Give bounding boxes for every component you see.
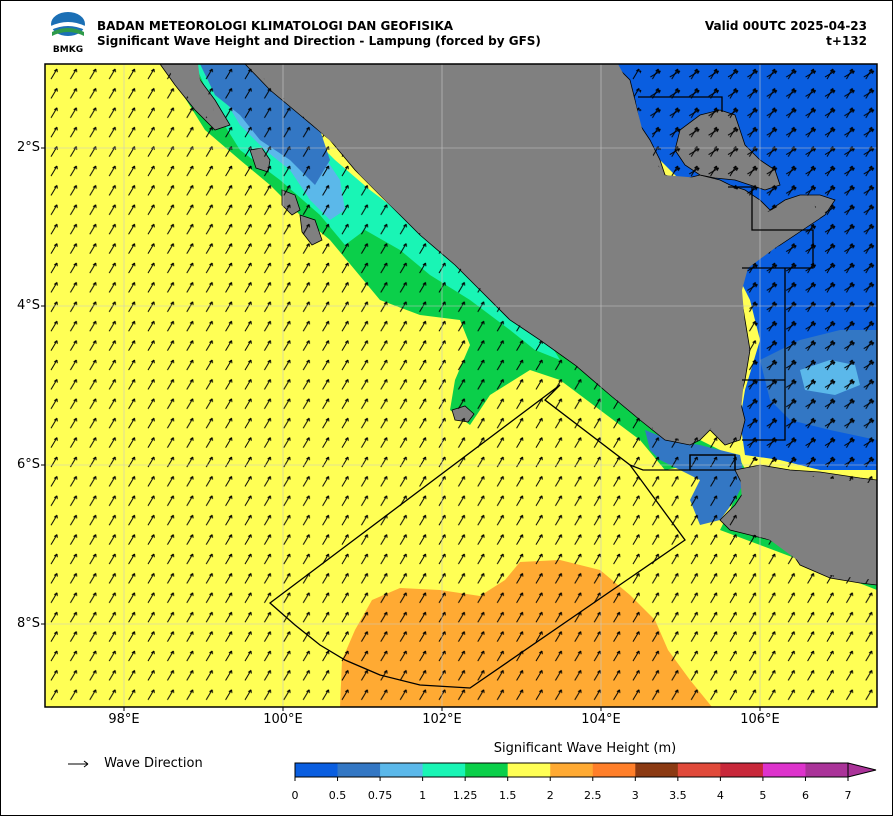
colorbar-tick-label: 7 [844, 789, 852, 802]
colorbar-segment [337, 763, 381, 777]
sunda-zone-outline [689, 454, 736, 471]
direction-legend-arrow [68, 760, 89, 768]
colorbar-tick-label: 3.5 [669, 789, 687, 802]
colorbar-tick-label: 2.5 [584, 789, 602, 802]
colorbar-tick-label: 1.25 [452, 789, 478, 802]
lampung-zone-outline [268, 384, 686, 689]
land-sumatra-mask [250, 64, 820, 440]
valid-time: Valid 00UTC 2025-04-23 [704, 19, 867, 33]
header-right: Valid 00UTC 2025-04-23 t+132 [705, 19, 867, 49]
product-title: Significant Wave Height and Direction - … [97, 34, 541, 48]
land-west-mask [165, 64, 215, 125]
axis-ticks [41, 147, 761, 711]
direction-legend: Wave Direction [68, 756, 203, 771]
colorbar-segment [805, 763, 849, 777]
colorbar-title: Significant Wave Height (m) [493, 741, 677, 756]
colorbar-segment [507, 763, 551, 777]
colorbar-segment [677, 763, 721, 777]
y-label-2s: 2°S [16, 140, 40, 155]
header-left: BADAN METEOROLOGI KLIMATOLOGI DAN GEOFIS… [97, 19, 541, 49]
y-label-8s: 8°S [16, 616, 40, 631]
agency-title: BADAN METEOROLOGI KLIMATOLOGI DAN GEOFIS… [97, 19, 454, 33]
x-label-106e: 106°E [740, 712, 780, 727]
colorbar-segment [422, 763, 466, 777]
wave-arrows-east [640, 64, 877, 470]
colorbar-segment [380, 763, 424, 777]
land-java-mask [735, 474, 877, 580]
colorbar-extend-arrow [847, 762, 877, 778]
colorbar-tick-label: 1.5 [498, 789, 517, 802]
colorbar [294, 762, 877, 781]
colorbar-segment [295, 763, 339, 777]
colorbar-tick-label: 4 [716, 789, 724, 802]
plot-border [44, 63, 878, 708]
colorbar-tick-label: 2 [546, 789, 554, 802]
colorbar-segment [592, 763, 636, 777]
colorbar-tick-label: 6 [801, 789, 809, 802]
colorbar-border [294, 762, 849, 778]
svg-text:BMKG: BMKG [53, 45, 83, 55]
x-label-102e: 102°E [422, 712, 462, 727]
colorbar-segment [720, 763, 764, 777]
bmkg-logo: BMKG [51, 12, 85, 55]
x-label-100e: 100°E [263, 712, 303, 727]
x-label-98e: 98°E [108, 712, 140, 727]
java-sea-zone-outline [638, 96, 814, 441]
colorbar-tick-label: 0.5 [328, 789, 347, 802]
colorbar-segment [762, 763, 806, 777]
direction-legend-label: Wave Direction [104, 756, 203, 771]
y-label-4s: 4°S [16, 298, 40, 313]
colorbar-tick-label: 3 [631, 789, 639, 802]
grid-lines [45, 64, 877, 707]
colorbar-tick-label: 1 [419, 789, 427, 802]
colorbar-segment [550, 763, 594, 777]
x-label-104e: 104°E [581, 712, 621, 727]
colorbar-tick-label: 0.75 [367, 789, 393, 802]
colorbar-tick-label: 0 [291, 789, 299, 802]
colorbar-tick-label: 5 [759, 789, 767, 802]
lead-time: t+132 [826, 34, 867, 48]
y-label-6s: 6°S [16, 457, 40, 472]
colorbar-segment [465, 763, 509, 777]
colorbar-segment [635, 763, 679, 777]
